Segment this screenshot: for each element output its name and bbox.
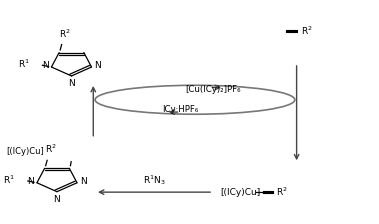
Text: N: N bbox=[27, 177, 34, 186]
Text: R$^{2}$: R$^{2}$ bbox=[301, 25, 313, 37]
Text: R$^{2}$: R$^{2}$ bbox=[45, 143, 56, 155]
Text: N: N bbox=[53, 195, 60, 204]
Text: R$^{2}$: R$^{2}$ bbox=[60, 27, 71, 40]
Text: R$^{1}$: R$^{1}$ bbox=[18, 58, 30, 70]
Text: N: N bbox=[94, 61, 101, 70]
Text: N: N bbox=[42, 61, 49, 70]
Text: [(ICy)Cu]: [(ICy)Cu] bbox=[6, 147, 44, 156]
Text: ICy·HPF₆: ICy·HPF₆ bbox=[162, 105, 199, 114]
Text: R$^{1}$: R$^{1}$ bbox=[3, 173, 15, 186]
Text: N: N bbox=[80, 177, 87, 186]
Text: [Cu(ICy)₂]PF₆: [Cu(ICy)₂]PF₆ bbox=[185, 85, 241, 94]
Text: R$^{2}$: R$^{2}$ bbox=[276, 186, 288, 198]
Text: N: N bbox=[68, 79, 75, 88]
Text: R$^{1}$N$_{3}$: R$^{1}$N$_{3}$ bbox=[143, 173, 166, 187]
Text: [(ICy)Cu]: [(ICy)Cu] bbox=[220, 188, 261, 197]
